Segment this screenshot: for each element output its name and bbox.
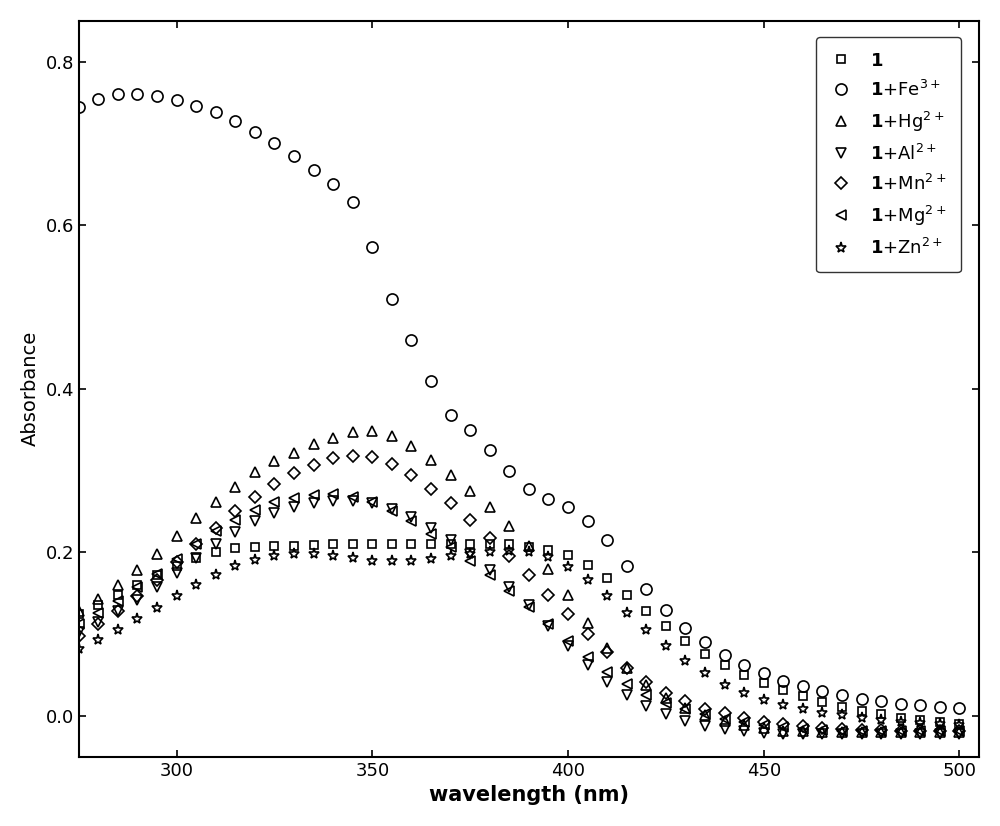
- Y-axis label: Absorbance: Absorbance: [21, 331, 40, 446]
- Legend: $\mathbf{1}$, $\mathbf{1}$+Fe$^{3+}$, $\mathbf{1}$+Hg$^{2+}$, $\mathbf{1}$+Al$^{: $\mathbf{1}$, $\mathbf{1}$+Fe$^{3+}$, $\…: [816, 37, 961, 273]
- X-axis label: wavelength (nm): wavelength (nm): [429, 786, 629, 805]
